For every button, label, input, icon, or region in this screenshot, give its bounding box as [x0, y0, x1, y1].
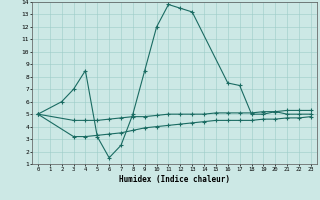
X-axis label: Humidex (Indice chaleur): Humidex (Indice chaleur) — [119, 175, 230, 184]
